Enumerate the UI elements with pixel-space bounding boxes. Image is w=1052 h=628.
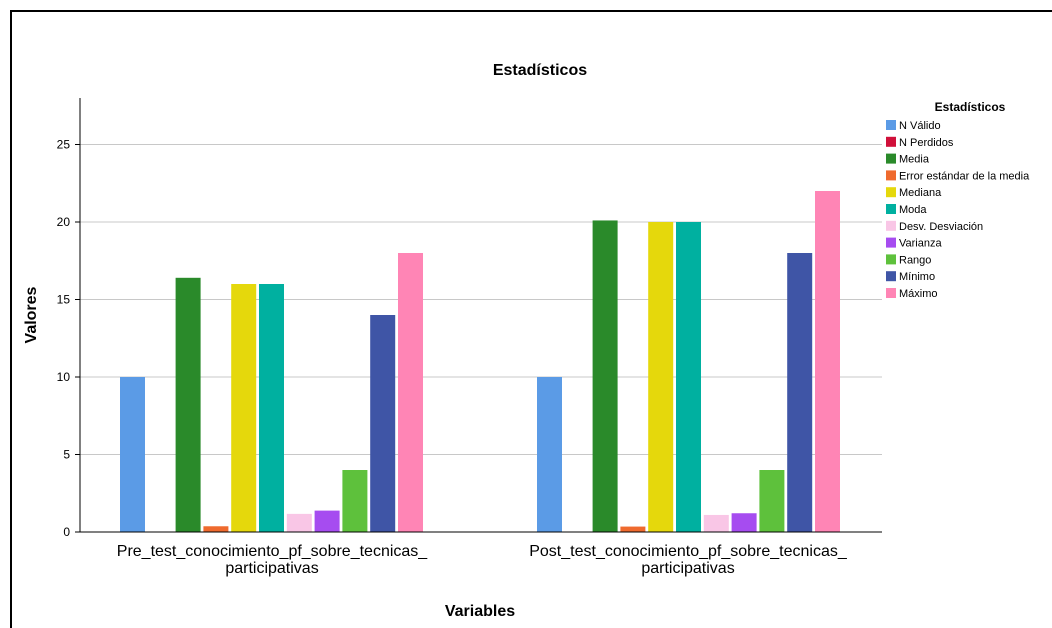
y-tick-label: 25	[57, 138, 71, 152]
bar	[203, 526, 229, 532]
bar	[175, 277, 201, 532]
bar	[259, 284, 284, 532]
bar	[286, 513, 312, 532]
legend-swatch	[886, 170, 896, 181]
bar	[231, 284, 257, 532]
x-category-label: Pre_test_conocimiento_pf_sobre_tecnicas_	[117, 543, 429, 560]
legend-swatch	[886, 271, 896, 282]
legend-label: Mediana	[899, 187, 942, 199]
x-category-label: participativas	[225, 560, 318, 577]
bar	[815, 191, 840, 532]
legend-swatch	[886, 204, 896, 214]
legend: Estadísticos N Válido N Perdidos Media Erro…	[886, 100, 1030, 300]
bar	[731, 513, 757, 532]
bar	[370, 315, 396, 532]
legend-swatch	[886, 136, 896, 147]
legend-swatch	[886, 120, 896, 130]
x-category-label: participativas	[641, 560, 734, 577]
bar	[676, 222, 701, 532]
legend-swatch	[886, 237, 896, 248]
bar	[342, 470, 368, 532]
bar	[703, 514, 729, 532]
chart-title: Estadísticos	[493, 62, 587, 79]
legend-swatch	[886, 288, 896, 298]
legend-title: Estadísticos	[935, 100, 1006, 114]
legend-swatch	[886, 220, 896, 231]
legend-label: N Válido	[899, 120, 941, 132]
bar	[620, 526, 646, 532]
legend-label: Varianza	[899, 238, 942, 250]
bar	[398, 253, 423, 532]
y-tick-label: 15	[57, 293, 71, 307]
bar	[648, 222, 674, 532]
legend-label: Moda	[899, 204, 927, 216]
x-category-label: Post_test_conocimiento_pf_sobre_tecnicas…	[529, 543, 848, 560]
bar	[592, 220, 618, 532]
bar	[314, 510, 340, 532]
bar	[120, 377, 145, 532]
y-tick-label: 5	[63, 448, 70, 462]
legend-label: Desv. Desviación	[899, 221, 983, 233]
legend-label: Rango	[899, 254, 931, 266]
y-axis-title: Valores	[23, 286, 40, 343]
y-tick-label: 20	[57, 215, 71, 229]
legend-label: Máximo	[899, 288, 938, 300]
legend-label: Mínimo	[899, 271, 935, 283]
gridlines	[80, 144, 882, 455]
y-tick-label: 10	[57, 370, 71, 384]
chart-frame	[10, 10, 1052, 628]
legend-swatch	[886, 187, 896, 198]
bar	[787, 253, 813, 532]
x-axis-title: Variables	[445, 603, 515, 620]
bar	[537, 377, 562, 532]
axes: 0 5 10 15 20 25 Pre_test_conocimiento_pf_sobre…	[57, 98, 882, 577]
bars	[120, 191, 840, 532]
y-tick-label: 0	[63, 525, 70, 539]
legend-label: N Perdidos	[899, 137, 954, 149]
bar	[759, 470, 785, 532]
legend-swatch	[886, 254, 896, 265]
legend-label: Media	[899, 154, 930, 166]
legend-label: Error estándar de la media	[899, 170, 1030, 182]
legend-swatch	[886, 153, 896, 164]
